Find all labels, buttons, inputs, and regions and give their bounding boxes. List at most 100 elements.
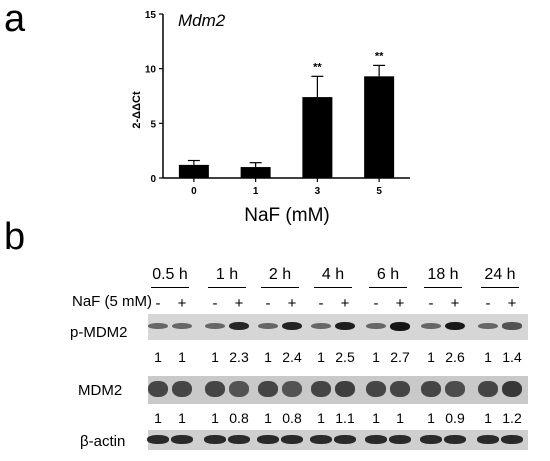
p-mdm2-band bbox=[478, 322, 498, 330]
treatment-sign: - bbox=[265, 295, 271, 312]
timepoint-label: 0.5 h bbox=[152, 266, 188, 283]
beta-actin-band bbox=[477, 435, 499, 444]
treatment-label: NaF (5 mM) bbox=[72, 293, 152, 310]
p-mdm2-quant-value: 2.6 bbox=[445, 349, 465, 365]
mdm2-quant-value: 1 bbox=[427, 410, 435, 426]
mdm2-quant-value: 1 bbox=[396, 410, 404, 426]
chart-title: Mdm2 bbox=[178, 11, 226, 30]
y-tick-label: 0 bbox=[150, 174, 156, 185]
mdm2-quant-value: 1 bbox=[264, 410, 272, 426]
mdm2-band bbox=[445, 381, 465, 397]
row-label-mdm2: MDM2 bbox=[78, 382, 123, 399]
timepoint-label: 2 h bbox=[268, 266, 292, 283]
bar bbox=[240, 167, 271, 178]
treatment-sign: - bbox=[155, 295, 161, 312]
treatment-sign: - bbox=[373, 295, 379, 312]
mdm2-quant-value: 1.1 bbox=[335, 410, 355, 426]
p-mdm2-quant-value: 2.7 bbox=[390, 349, 410, 365]
beta-actin-band bbox=[147, 435, 169, 444]
beta-actin-band bbox=[501, 435, 523, 444]
timepoint-label: 6 h bbox=[376, 266, 400, 283]
beta-actin-band bbox=[228, 435, 250, 444]
timepoint-label: 24 h bbox=[484, 266, 516, 283]
mdm2-band bbox=[502, 381, 522, 397]
p-mdm2-quant-value: 2.3 bbox=[229, 349, 249, 365]
p-mdm2-band bbox=[445, 321, 465, 331]
p-mdm2-quant-value: 1 bbox=[427, 349, 435, 365]
mdm2-quant-value: 1 bbox=[317, 410, 325, 426]
p-mdm2-quant-value: 1 bbox=[154, 349, 162, 365]
beta-actin-band bbox=[310, 435, 332, 444]
mdm2-quant-value: 1 bbox=[484, 410, 492, 426]
treatment-sign: + bbox=[395, 295, 405, 312]
p-mdm2-band bbox=[148, 322, 168, 330]
x-tick-label: 0 bbox=[191, 186, 197, 197]
p-mdm2-quant-value: 1 bbox=[211, 349, 219, 365]
bar-chart: Mdm2 2-ΔΔCt NaF (mM) 0 5 10 15 0 1 3 ** 5 ** bbox=[131, 10, 410, 226]
p-mdm2-band bbox=[502, 322, 522, 330]
timepoint-underline bbox=[261, 287, 299, 288]
mdm2-quant-value: 1.2 bbox=[502, 410, 522, 426]
p-mdm2-band bbox=[229, 321, 249, 331]
timepoint-underline bbox=[481, 287, 519, 288]
timepoint-underline bbox=[314, 287, 352, 288]
treatment-sign: + bbox=[177, 295, 187, 312]
beta-actin-band bbox=[444, 435, 466, 444]
p-mdm2-band bbox=[421, 322, 441, 330]
bar bbox=[364, 76, 395, 178]
beta-actin-band bbox=[171, 435, 193, 444]
p-mdm2-band bbox=[205, 322, 225, 330]
p-mdm2-quant-value: 1 bbox=[264, 349, 272, 365]
mdm2-quant-value: 1 bbox=[178, 410, 186, 426]
mdm2-quant-value: 1 bbox=[211, 410, 219, 426]
treatment-sign: + bbox=[507, 295, 517, 312]
mdm2-band bbox=[311, 381, 331, 397]
y-axis-label: 2-ΔΔCt bbox=[131, 91, 143, 129]
treatment-sign: + bbox=[287, 295, 297, 312]
p-mdm2-band bbox=[172, 322, 192, 330]
p-mdm2-quant-value: 1 bbox=[178, 349, 186, 365]
beta-actin-band bbox=[281, 435, 303, 444]
mdm2-quant-value: 1 bbox=[154, 410, 162, 426]
treatment-sign: + bbox=[450, 295, 460, 312]
timepoint-label: 18 h bbox=[427, 266, 459, 283]
p-mdm2-band bbox=[390, 321, 410, 331]
p-mdm2-band bbox=[311, 322, 331, 330]
mdm2-quant-value: 0.9 bbox=[445, 410, 465, 426]
mdm2-band bbox=[282, 381, 302, 397]
x-axis-label: NaF (mM) bbox=[244, 205, 329, 226]
p-mdm2-quant-value: 2.4 bbox=[282, 349, 302, 365]
mdm2-band bbox=[421, 381, 441, 397]
treatment-sign: - bbox=[212, 295, 218, 312]
mdm2-band bbox=[366, 381, 386, 397]
p-mdm2-quant-value: 2.5 bbox=[335, 349, 355, 365]
significance-marker: ** bbox=[375, 50, 384, 62]
mdm2-band bbox=[205, 381, 225, 397]
p-mdm2-quant-value: 1 bbox=[372, 349, 380, 365]
p-mdm2-band bbox=[366, 322, 386, 330]
treatment-sign: + bbox=[340, 295, 350, 312]
p-mdm2-quant-value: 1 bbox=[484, 349, 492, 365]
bar bbox=[302, 97, 333, 178]
x-tick-label: 3 bbox=[315, 186, 321, 197]
beta-actin-band bbox=[420, 435, 442, 444]
p-mdm2-band bbox=[282, 321, 302, 331]
beta-actin-band bbox=[365, 435, 387, 444]
timepoint-underline bbox=[151, 287, 189, 288]
mdm2-quant-value: 0.8 bbox=[282, 410, 302, 426]
p-mdm2-quant-value: 1 bbox=[317, 349, 325, 365]
significance-marker: ** bbox=[313, 61, 322, 73]
mdm2-band bbox=[335, 381, 355, 397]
timepoint-underline bbox=[208, 287, 246, 288]
mdm2-band bbox=[478, 381, 498, 397]
treatment-sign: - bbox=[485, 295, 491, 312]
treatment-sign: - bbox=[318, 295, 324, 312]
x-tick-label: 5 bbox=[376, 186, 382, 197]
mdm2-band bbox=[390, 381, 410, 397]
treatment-sign: - bbox=[428, 295, 434, 312]
beta-actin-band bbox=[204, 435, 226, 444]
p-mdm2-band bbox=[258, 322, 278, 330]
beta-actin-band bbox=[389, 435, 411, 444]
timepoint-label: 4 h bbox=[321, 266, 345, 283]
mdm2-quant-value: 1 bbox=[372, 410, 380, 426]
